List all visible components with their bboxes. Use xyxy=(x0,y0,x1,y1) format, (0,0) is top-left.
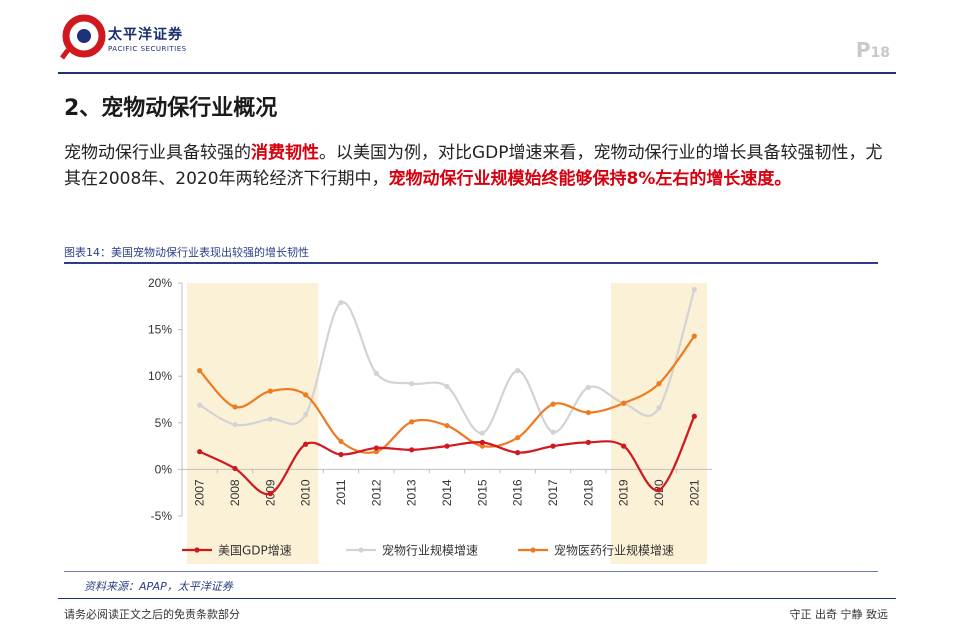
legend-marker xyxy=(530,547,536,553)
x-tick-label: 2012 xyxy=(369,479,383,506)
shaded-period xyxy=(611,283,707,564)
data-point xyxy=(409,419,415,425)
x-tick-label: 2011 xyxy=(334,479,348,505)
line-chart: -5%0%5%10%15%20%200720082009201020112012… xyxy=(148,276,712,564)
x-tick-label: 2013 xyxy=(405,479,419,506)
data-point xyxy=(232,422,238,428)
footer-motto: 守正 出奇 宁静 致远 xyxy=(789,608,889,621)
data-point xyxy=(479,443,485,449)
source-divider xyxy=(64,571,878,572)
data-point xyxy=(338,451,344,458)
brand-name-en: PACIFIC SECURITIES xyxy=(108,45,187,53)
data-point xyxy=(621,400,627,406)
x-tick-label: 2007 xyxy=(193,479,207,506)
x-tick-label: 2018 xyxy=(581,479,595,506)
data-point xyxy=(338,299,344,306)
x-tick-label: 2010 xyxy=(299,479,313,506)
x-tick-label: 2015 xyxy=(475,479,489,506)
data-point xyxy=(550,443,556,449)
y-tick-label: 10% xyxy=(148,369,172,383)
figure-divider xyxy=(64,262,878,264)
data-point xyxy=(656,381,662,387)
data-point xyxy=(691,286,697,293)
brand-name: 太平洋证券 xyxy=(108,27,183,43)
data-point xyxy=(444,422,450,429)
data-point xyxy=(303,411,309,418)
data-point xyxy=(515,450,521,456)
section-title: 2、宠物动保行业概况 xyxy=(64,96,278,121)
x-tick-label: 2017 xyxy=(546,479,560,506)
data-point xyxy=(444,443,450,449)
highlight-text: 消费韧性 xyxy=(251,143,319,163)
highlight-text: 宠物动保行业规模始终能够保持8%左右的增长速度。 xyxy=(388,169,792,189)
data-point xyxy=(232,404,238,410)
data-point xyxy=(691,413,697,419)
body-paragraph: 宠物动保行业具备较强的消费韧性。以美国为例，对比GDP增速来看，宠物动保行业的增… xyxy=(64,143,883,189)
data-point xyxy=(409,447,415,453)
y-tick-label: 20% xyxy=(148,276,172,290)
data-point xyxy=(232,465,238,472)
data-point xyxy=(197,449,203,455)
footer-disclaimer: 请务必阅读正文之后的免责条款部分 xyxy=(64,608,240,621)
legend-label: 宠物医药行业规模增速 xyxy=(554,543,674,558)
figure-title: 图表14：美国宠物动保行业表现出较强的增长韧性 xyxy=(64,246,309,259)
y-tick-label: 0% xyxy=(155,462,173,476)
data-point xyxy=(691,333,697,339)
x-tick-label: 2020 xyxy=(652,479,666,506)
legend-marker xyxy=(194,547,200,553)
data-point xyxy=(197,368,203,374)
data-point xyxy=(656,487,662,493)
data-point xyxy=(303,441,309,447)
x-tick-label: 2019 xyxy=(617,479,631,506)
logo-tail-icon xyxy=(60,48,70,60)
footer-divider xyxy=(58,598,896,599)
series-line xyxy=(199,289,696,435)
data-point xyxy=(373,449,379,455)
data-point xyxy=(338,438,344,445)
data-point xyxy=(303,392,309,398)
data-point xyxy=(409,381,415,387)
data-point xyxy=(444,383,450,390)
y-tick-label: 15% xyxy=(148,323,172,337)
legend-label: 宠物行业规模增速 xyxy=(382,543,478,558)
data-point xyxy=(585,409,591,416)
data-point xyxy=(197,402,203,408)
x-tick-label: 2021 xyxy=(687,479,701,506)
data-point xyxy=(373,370,379,377)
logo-dot-icon xyxy=(77,29,91,43)
data-point xyxy=(267,491,273,497)
logo-ring-icon xyxy=(62,14,106,58)
legend-marker xyxy=(358,547,364,553)
data-point xyxy=(550,429,556,435)
data-point xyxy=(585,439,591,445)
logo xyxy=(60,14,106,60)
data-point xyxy=(621,443,627,449)
data-point xyxy=(267,416,273,422)
legend-label: 美国GDP增速 xyxy=(218,544,292,558)
header-divider xyxy=(58,72,896,74)
data-point xyxy=(479,439,485,445)
data-point xyxy=(515,368,521,374)
x-tick-label: 2016 xyxy=(511,479,525,506)
page-number: P18 xyxy=(855,38,890,62)
data-point xyxy=(267,388,273,394)
y-tick-label: -5% xyxy=(151,509,173,523)
data-point xyxy=(585,384,591,390)
data-point xyxy=(550,401,556,407)
figure-source: 资料来源：APAP，太平洋证券 xyxy=(84,580,233,593)
data-point xyxy=(656,405,662,411)
y-tick-label: 5% xyxy=(155,416,173,430)
x-tick-label: 2008 xyxy=(228,479,242,506)
x-tick-label: 2014 xyxy=(440,479,454,506)
data-point xyxy=(373,445,379,451)
data-point xyxy=(515,435,521,441)
data-point xyxy=(479,430,485,436)
